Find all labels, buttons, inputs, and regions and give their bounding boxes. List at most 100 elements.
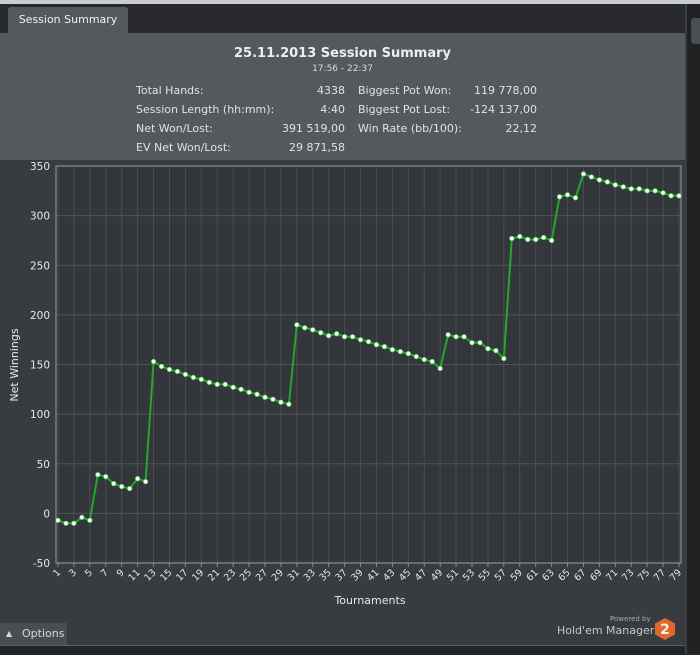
stat-value: -124 137,00 xyxy=(470,103,537,116)
x-tick-label: 41 xyxy=(365,567,381,583)
data-point xyxy=(302,325,308,331)
data-point xyxy=(365,339,372,345)
y-tick-label: -50 xyxy=(33,558,50,570)
stat-value: 391 519,00 xyxy=(282,122,345,135)
data-point xyxy=(596,177,602,183)
x-tick-label: 27 xyxy=(254,567,270,583)
data-point xyxy=(310,327,316,333)
data-point xyxy=(405,350,411,357)
data-point xyxy=(501,355,507,362)
data-point xyxy=(676,193,682,199)
y-tick-label: 350 xyxy=(30,161,50,173)
stat-label: Biggest Pot Won: xyxy=(358,84,452,97)
y-tick-label: 200 xyxy=(30,310,50,322)
x-tick-label: 45 xyxy=(397,567,413,583)
window-top-border xyxy=(0,0,700,4)
x-tick-label: 3 xyxy=(67,567,79,579)
data-point xyxy=(230,384,236,390)
summary-title: 25.11.2013 Session Summary xyxy=(234,46,451,61)
data-point xyxy=(190,374,196,381)
x-tick-label: 57 xyxy=(493,567,509,583)
data-point xyxy=(485,346,491,352)
x-axis-label: Tournaments xyxy=(333,594,405,607)
stat-label: Total Hands: xyxy=(136,84,204,97)
stat-value: 119 778,00 xyxy=(474,84,537,97)
data-point xyxy=(381,344,388,350)
x-tick-label: 67 xyxy=(572,567,588,583)
x-tick-label: 61 xyxy=(524,567,540,583)
data-point xyxy=(660,190,666,196)
data-point xyxy=(389,347,395,353)
x-tick-label: 29 xyxy=(270,567,286,583)
y-tick-label: 0 xyxy=(43,508,50,520)
data-point xyxy=(620,184,626,190)
data-point xyxy=(63,520,69,526)
data-point xyxy=(636,186,642,192)
options-button[interactable]: ▲ Options xyxy=(0,623,67,645)
stat-value: 4338 xyxy=(317,84,345,97)
data-point xyxy=(652,188,658,194)
y-tick-label: 150 xyxy=(30,360,50,372)
data-point xyxy=(556,194,563,200)
data-point xyxy=(238,386,244,392)
data-point xyxy=(349,334,356,340)
x-tick-label: 25 xyxy=(238,567,254,583)
x-tick-label: 5 xyxy=(83,567,95,579)
y-axis-label: Net Winnings xyxy=(8,328,21,401)
tab-session-summary[interactable]: Session Summary xyxy=(8,7,128,33)
data-point xyxy=(79,514,85,520)
chart-area: -50 0 50 100 150 200 250 300 350 1 3 5 7 9 11 13 15 17 19 2… xyxy=(0,160,685,648)
data-point xyxy=(413,353,419,360)
data-point xyxy=(580,171,587,177)
data-point xyxy=(437,365,443,372)
x-tick-label: 63 xyxy=(540,567,556,583)
x-tick-label: 33 xyxy=(302,567,318,583)
x-tick-label: 75 xyxy=(636,567,652,583)
side-panel-handle[interactable] xyxy=(691,18,700,44)
x-tick-label: 47 xyxy=(413,567,429,583)
data-point xyxy=(318,330,324,336)
data-point xyxy=(588,174,595,180)
data-point xyxy=(509,235,515,242)
stat-label: Biggest Pot Lost: xyxy=(358,103,451,116)
stat-label: Session Length (hh:mm): xyxy=(136,103,275,116)
data-point xyxy=(294,322,300,328)
data-point xyxy=(517,233,523,240)
x-tick-label: 73 xyxy=(620,567,636,583)
data-point xyxy=(127,485,133,492)
chevron-up-icon: ▲ xyxy=(6,629,13,638)
stat-label: Win Rate (bb/100): xyxy=(358,122,462,135)
x-tick-label: 7 xyxy=(99,567,111,579)
data-point xyxy=(270,396,276,402)
data-point xyxy=(445,332,451,338)
x-tick-label: 23 xyxy=(222,567,238,583)
data-point xyxy=(286,401,292,407)
summary-time-range: 17:56 - 22:37 xyxy=(312,64,373,74)
data-point xyxy=(182,371,188,378)
x-tick-label: 35 xyxy=(317,567,333,583)
data-point xyxy=(628,186,634,192)
x-tick-label: 53 xyxy=(461,567,477,583)
x-tick-label: 77 xyxy=(652,567,668,583)
data-point xyxy=(135,476,141,482)
data-point xyxy=(198,376,204,382)
data-point xyxy=(461,334,467,340)
x-tick-label: 15 xyxy=(158,567,174,583)
data-point xyxy=(222,381,228,387)
data-point xyxy=(421,356,427,363)
data-point xyxy=(142,479,149,485)
y-tick-label: 100 xyxy=(30,409,50,421)
data-point xyxy=(174,368,181,375)
y-tick-label: 50 xyxy=(37,459,50,471)
data-point xyxy=(119,483,125,490)
data-point xyxy=(533,236,539,243)
data-point xyxy=(429,358,435,365)
data-point xyxy=(357,337,364,343)
data-point xyxy=(214,381,220,387)
data-point xyxy=(71,520,77,526)
data-point xyxy=(604,179,610,185)
y-tick-label: 250 xyxy=(30,260,50,272)
stat-value: 4:40 xyxy=(320,103,345,116)
data-point xyxy=(644,188,650,194)
